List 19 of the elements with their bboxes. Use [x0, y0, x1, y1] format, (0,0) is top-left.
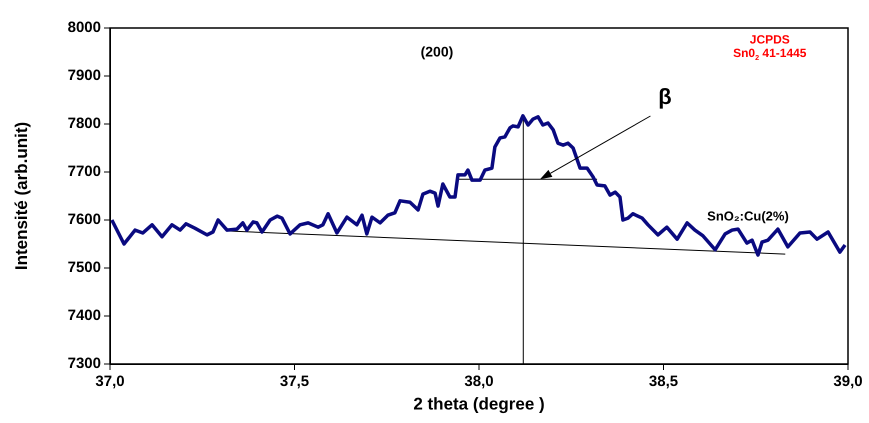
y-tick-label: 7900 [68, 67, 101, 84]
y-axis-title: Intensité (arb.unit) [12, 122, 31, 270]
x-tick-label: 38,0 [464, 373, 494, 390]
x-axis-title: 2 theta (degree ) [413, 394, 545, 414]
annotation: (200) [420, 44, 454, 60]
y-tick-label: 7300 [68, 355, 101, 372]
annotation: JCPDS [750, 32, 790, 46]
x-tick-label: 37,5 [280, 373, 310, 390]
y-tick-label: 7800 [68, 115, 101, 132]
y-tick-label: 7600 [68, 211, 101, 228]
series-label: SnO₂:Cu(2%) [707, 208, 789, 224]
y-tick-label: 7400 [68, 307, 101, 324]
x-tick-label: 39,0 [833, 373, 863, 390]
annotation: β [658, 84, 672, 109]
x-tick-label: 38,5 [648, 373, 678, 390]
y-tick-label: 7700 [68, 163, 101, 180]
x-tick-label: 37,0 [95, 373, 125, 390]
y-tick-label: 7500 [68, 259, 101, 276]
y-tick-label: 8000 [68, 19, 101, 36]
